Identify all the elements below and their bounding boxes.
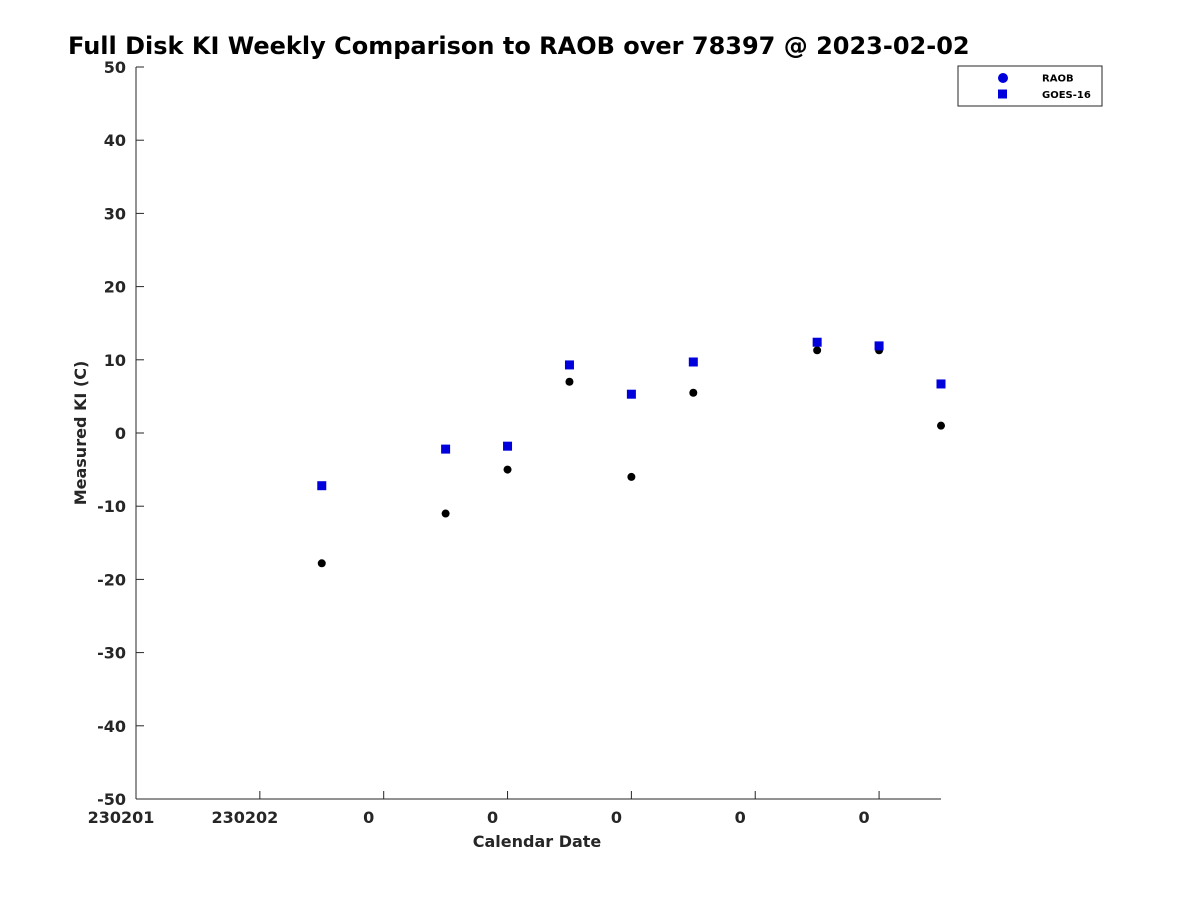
y-tick-label: -10: [97, 497, 126, 516]
legend-box: [957, 65, 1103, 107]
y-tick-label: -40: [97, 717, 126, 736]
raob-point: [627, 472, 636, 481]
goes16-point: [688, 357, 698, 367]
raob-point: [441, 509, 450, 518]
y-tick-label: 0: [115, 424, 126, 443]
goes16-point: [503, 441, 513, 451]
goes16-point: [564, 360, 574, 370]
x-tick-label: 0: [735, 808, 746, 827]
y-tick-label: 50: [104, 58, 126, 77]
x-tick-label: 0: [611, 808, 622, 827]
y-tick-label: 40: [104, 131, 126, 150]
legend: RAOB GOES-16: [957, 65, 1103, 107]
goes16-point: [812, 337, 822, 347]
y-tick-label: -20: [97, 570, 126, 589]
raob-point: [813, 346, 822, 355]
axes: [135, 67, 941, 800]
y-tick-label: -50: [97, 790, 126, 809]
x-tick-label: 230201: [88, 808, 155, 827]
chart-title: Full Disk KI Weekly Comparison to RAOB o…: [68, 32, 970, 60]
y-axis-label: Measured KI (C): [71, 361, 90, 506]
raob-point: [503, 465, 512, 474]
raob-point: [317, 559, 326, 568]
goes16-point: [936, 379, 946, 389]
x-tick-label: 0: [363, 808, 374, 827]
legend-goes16-label: GOES-16: [1042, 90, 1091, 101]
x-ticks: 230201 230202 0 0 0 0 0: [88, 791, 880, 827]
legend-goes16-marker: [998, 89, 1007, 99]
legend-raob-label: RAOB: [1042, 74, 1074, 85]
x-axis-label: Calendar Date: [473, 832, 602, 851]
goes16-point: [317, 481, 327, 491]
x-tick-label: 230202: [211, 808, 278, 827]
x-tick-label: 0: [487, 808, 498, 827]
raob-point: [689, 388, 698, 397]
goes16-point: [441, 444, 451, 454]
y-ticks: -50 -40 -30 -20 -10 0 10 20 30 40 50: [97, 58, 144, 809]
raob-point: [565, 377, 574, 386]
y-tick-label: 10: [104, 351, 126, 370]
y-tick-label: -30: [97, 644, 126, 663]
y-tick-label: 20: [104, 278, 126, 297]
goes16-point: [874, 341, 884, 351]
raob-point: [937, 421, 945, 430]
x-tick-label: 0: [859, 808, 870, 827]
goes16-point: [626, 389, 636, 399]
y-tick-label: 30: [104, 204, 126, 223]
data-points: [317, 337, 946, 568]
legend-raob-marker: [998, 73, 1008, 83]
